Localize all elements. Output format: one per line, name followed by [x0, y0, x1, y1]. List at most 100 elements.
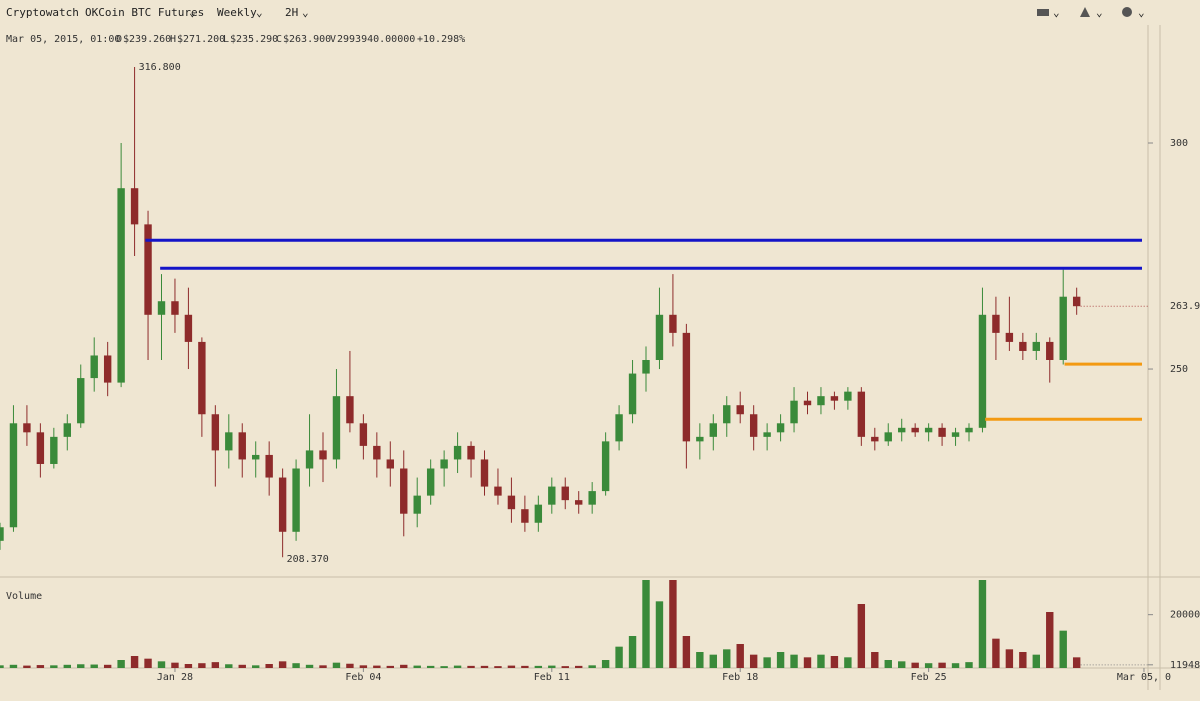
volume-title: Volume: [6, 591, 42, 602]
candle-body: [938, 427, 946, 437]
volume-bar: [440, 666, 448, 668]
volume-bar: [736, 644, 744, 668]
volume-bar: [844, 657, 852, 668]
candle-body: [9, 423, 18, 528]
volume-bar: [0, 665, 4, 668]
candle-body: [184, 314, 193, 342]
candle-body: [723, 405, 731, 424]
caret: ⌄: [189, 6, 196, 19]
info-c: C: [276, 34, 282, 45]
candle-body: [1072, 296, 1081, 307]
candle-body: [400, 468, 408, 514]
candle-body: [521, 509, 529, 523]
volume-tick-label: 200000: [1170, 610, 1200, 621]
volume-bar: [709, 654, 717, 668]
volume-bar: [225, 664, 233, 668]
candle-body: [830, 396, 839, 401]
volume-bar: [803, 657, 812, 668]
info-o: O: [116, 34, 122, 45]
volume-bar: [776, 652, 785, 668]
candle-body: [898, 427, 906, 433]
info-change: +10.298%: [417, 34, 465, 45]
volume-bar: [696, 652, 704, 668]
volume-bar: [359, 665, 368, 668]
volume-bar: [951, 663, 960, 668]
candle-body: [453, 445, 462, 460]
volume-bar: [332, 662, 341, 668]
candle-body: [50, 436, 58, 464]
volume-bar: [561, 666, 569, 668]
x-tick-label: Jan 28: [157, 672, 193, 683]
x-tick-label: Feb 04: [345, 672, 381, 683]
candle-body: [1032, 341, 1040, 351]
candle-body: [1046, 341, 1054, 360]
app-name[interactable]: Cryptowatch: [6, 6, 79, 19]
volume-bar: [157, 661, 166, 668]
volume-bar: [9, 664, 18, 668]
volume-bar: [548, 665, 556, 668]
candle-body: [992, 314, 1000, 333]
volume-bar: [871, 652, 879, 668]
volume-bar: [494, 666, 502, 668]
info-open: $239.260: [123, 34, 171, 45]
candle-body: [171, 301, 179, 315]
candle-body: [776, 423, 785, 433]
candle-body: [144, 224, 152, 315]
candle-body: [238, 432, 246, 460]
volume-bar: [23, 665, 31, 668]
candle-body: [561, 486, 569, 501]
candle-body: [1005, 332, 1014, 342]
volume-bar: [130, 656, 139, 668]
volume-bar: [521, 665, 529, 668]
market-select[interactable]: OKCoin BTC Futures: [85, 6, 204, 19]
caret: ⌄: [1096, 6, 1103, 19]
caret: ⌄: [1138, 6, 1145, 19]
volume-bar: [857, 604, 866, 668]
volume-bar: [117, 660, 125, 668]
candle-body: [265, 454, 273, 478]
volume-bar: [467, 665, 475, 668]
draw-icon[interactable]: [1080, 7, 1090, 17]
x-tick-label: Feb 11: [534, 672, 570, 683]
info-date: Mar 05, 2015, 01:00: [6, 34, 120, 45]
volume-bar: [884, 660, 892, 668]
volume-tick-label: 11948: [1170, 660, 1200, 671]
info-h: H: [170, 34, 176, 45]
keyboard-icon[interactable]: [1037, 9, 1049, 16]
volume-bar: [655, 601, 664, 668]
volume-bar: [63, 664, 71, 668]
candle-body: [696, 436, 704, 442]
volume-bar: [90, 664, 98, 668]
volume-bar: [278, 661, 287, 668]
candle-body: [292, 468, 300, 532]
range-select[interactable]: Weekly: [217, 6, 257, 19]
candle-body: [628, 373, 637, 415]
info-v: V: [330, 34, 336, 45]
candle-body: [225, 432, 233, 451]
candle-body: [386, 459, 394, 469]
interval-select[interactable]: 2H: [285, 6, 298, 19]
volume-bar: [198, 663, 206, 668]
caret: ⌄: [1053, 6, 1060, 19]
candle-body: [211, 414, 220, 451]
settings-icon[interactable]: [1122, 7, 1132, 17]
volume-bar: [924, 663, 933, 668]
volume-bar: [628, 636, 637, 668]
candle-body: [803, 400, 812, 406]
caret: ⌄: [302, 6, 309, 19]
candle-body: [440, 459, 448, 469]
volume-bar: [534, 665, 543, 668]
candle-body: [346, 396, 354, 424]
candle-body: [507, 495, 516, 510]
candle-body: [978, 314, 987, 428]
candle-body: [749, 414, 758, 437]
candle-body: [615, 414, 623, 442]
candle-body: [480, 459, 489, 487]
x-tick-label: Feb 25: [911, 672, 947, 683]
candle-body: [817, 396, 825, 406]
candle-body: [494, 486, 502, 496]
volume-bar: [480, 665, 489, 668]
candle-body: [157, 301, 166, 315]
volume-bar: [453, 665, 462, 668]
